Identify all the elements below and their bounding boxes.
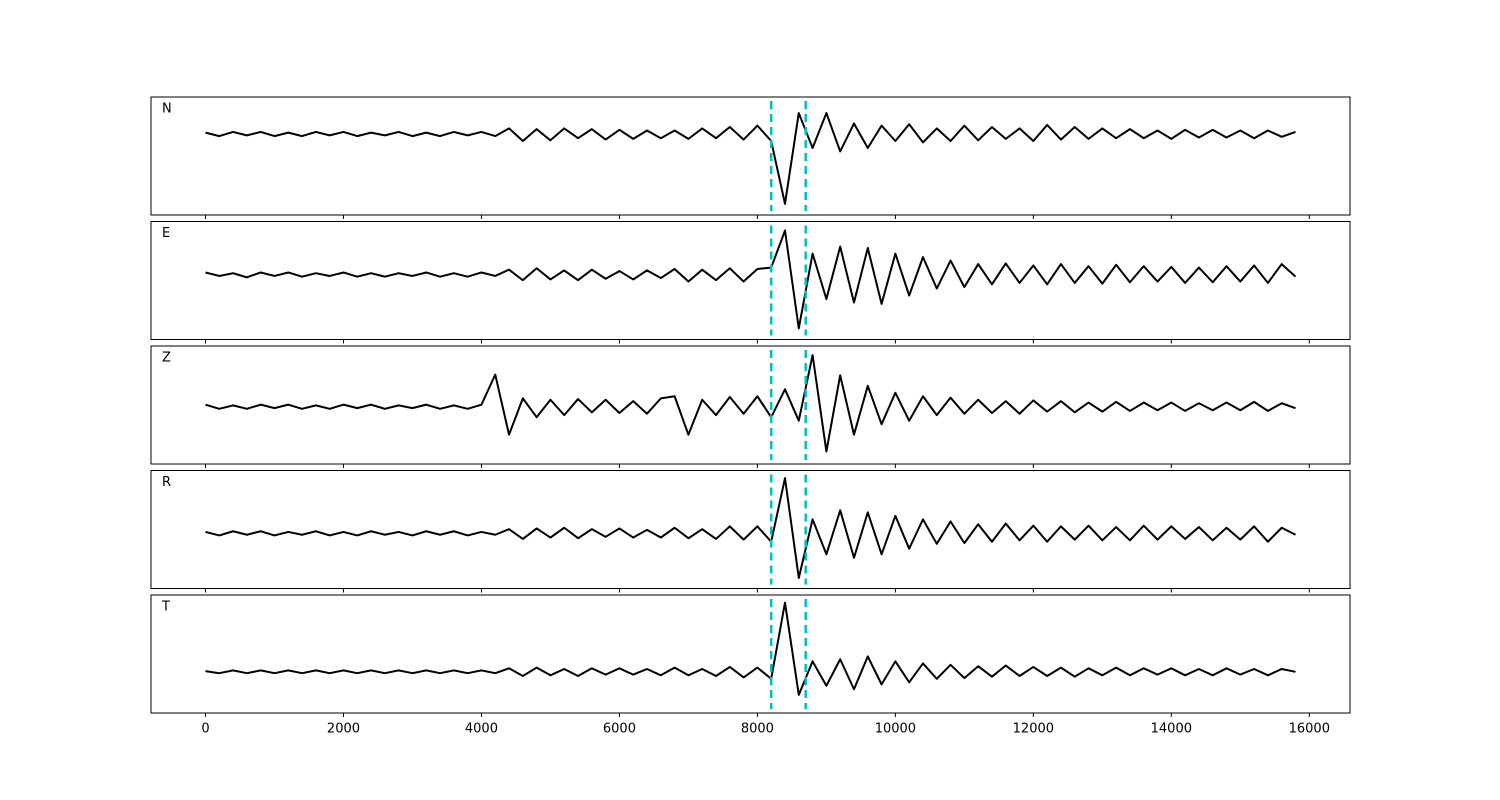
panel-label: E bbox=[162, 226, 170, 241]
trace bbox=[205, 229, 1297, 330]
x-tick-label: 16000 bbox=[1289, 722, 1330, 737]
x-tick-label: 8000 bbox=[741, 722, 774, 737]
panel-frame bbox=[150, 221, 1351, 340]
panel-frame bbox=[150, 470, 1351, 589]
panel-label: T bbox=[161, 600, 170, 615]
x-tick-label: 4000 bbox=[465, 722, 498, 737]
x-tick-label: 0 bbox=[201, 722, 209, 737]
trace bbox=[205, 354, 1296, 453]
trace bbox=[205, 112, 1296, 205]
panel-label: N bbox=[162, 102, 172, 117]
x-tick-label: 14000 bbox=[1151, 722, 1192, 737]
panel-frame bbox=[150, 345, 1351, 465]
panel-frame bbox=[150, 96, 1351, 216]
panel-label: Z bbox=[162, 351, 171, 366]
trace bbox=[205, 477, 1296, 580]
trace bbox=[205, 601, 1296, 696]
x-tick-label: 2000 bbox=[327, 722, 360, 737]
x-tick-label: 12000 bbox=[1013, 722, 1054, 737]
panel-frame bbox=[150, 594, 1351, 714]
x-tick-label: 10000 bbox=[875, 722, 916, 737]
x-tick-label: 6000 bbox=[603, 722, 636, 737]
panel-label: R bbox=[162, 475, 171, 490]
